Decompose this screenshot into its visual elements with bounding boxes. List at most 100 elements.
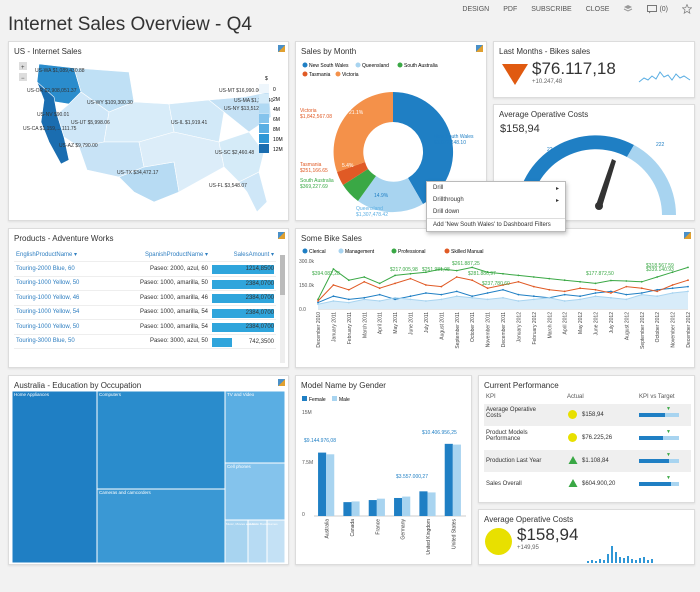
data-point[interactable] (517, 274, 520, 277)
data-point[interactable] (347, 298, 350, 301)
menu-item-drill-down[interactable]: Drill down (427, 206, 565, 218)
product-name[interactable]: Touring-3000 Blue, 50 (14, 334, 109, 349)
subscribe-link[interactable]: SUBSCRIBE (531, 5, 572, 13)
data-point[interactable] (332, 268, 335, 270)
data-point[interactable] (486, 292, 489, 294)
data-point[interactable] (671, 284, 674, 286)
donut-chart[interactable]: New South Wales Queensland South Austral… (296, 42, 487, 221)
data-point[interactable] (610, 292, 612, 294)
data-point[interactable] (640, 287, 643, 290)
data-point[interactable] (610, 279, 612, 282)
bar-male-france[interactable] (376, 498, 385, 516)
data-point[interactable] (455, 290, 458, 293)
table-row[interactable]: Touring-1000 Yellow, 50 Paseo: 1000, ama… (14, 319, 276, 335)
data-point[interactable] (532, 295, 535, 298)
table-row[interactable]: Touring-1000 Yellow, 54 Paseo: 1000, ama… (14, 305, 276, 320)
data-point[interactable] (687, 266, 689, 269)
table-row[interactable]: Touring-1000 Yellow, 46 Paseo: 1000, ama… (14, 290, 276, 306)
data-point[interactable] (687, 285, 689, 288)
data-point[interactable] (563, 290, 566, 293)
data-point[interactable] (455, 295, 458, 298)
column-header[interactable]: SalesAmount ▾ (210, 247, 276, 262)
menu-item-drillthrough[interactable]: Drillthrough ▸ (427, 194, 565, 206)
data-point[interactable] (610, 290, 612, 293)
data-point[interactable] (332, 284, 335, 286)
panel-menu-icon[interactable] (278, 379, 285, 386)
data-point[interactable] (594, 292, 597, 294)
data-point[interactable] (409, 295, 412, 298)
menu-item-drill[interactable]: Drill ▸ (427, 182, 565, 194)
data-point[interactable] (425, 284, 427, 286)
data-point[interactable] (610, 296, 612, 299)
panel-menu-icon[interactable] (278, 45, 285, 52)
data-point[interactable] (363, 276, 366, 278)
data-point[interactable] (502, 288, 504, 291)
data-point[interactable] (440, 285, 443, 288)
zoom-in-button[interactable] (19, 62, 27, 70)
donut-slice-nsw[interactable] (393, 91, 454, 204)
donut-slice-victoria[interactable] (333, 92, 393, 172)
data-point[interactable] (440, 268, 443, 270)
table-row[interactable]: Touring-3000 Blue, 50 Paseo: 3000, azul,… (14, 334, 276, 349)
data-point[interactable] (625, 298, 628, 301)
data-point[interactable] (317, 303, 319, 306)
data-point[interactable] (471, 266, 474, 269)
data-point[interactable] (687, 279, 689, 282)
data-point[interactable] (363, 280, 366, 283)
data-point[interactable] (640, 280, 643, 283)
data-point[interactable] (579, 280, 581, 283)
data-point[interactable] (471, 296, 474, 299)
data-point[interactable] (579, 298, 581, 301)
data-point[interactable] (579, 287, 581, 290)
data-point[interactable] (486, 287, 489, 290)
data-point[interactable] (502, 296, 504, 299)
data-point[interactable] (394, 298, 396, 301)
zoom-out-button[interactable] (19, 73, 27, 81)
data-point[interactable] (594, 288, 597, 291)
bar-female-australia[interactable] (318, 452, 327, 516)
bike-sales-chart[interactable]: Clerical Management Professional Skilled… (296, 229, 695, 368)
bar-female-united-kingdom[interactable] (419, 491, 428, 516)
data-point[interactable] (425, 300, 427, 302)
data-point[interactable] (455, 276, 458, 278)
data-point[interactable] (486, 271, 489, 274)
data-point[interactable] (425, 292, 427, 294)
data-point[interactable] (363, 298, 366, 301)
kpi-row[interactable]: Sales Overall $604.900,20 ▼ (484, 473, 691, 495)
data-point[interactable] (502, 284, 504, 286)
gender-bar-chart[interactable]: Female Male 15M 7.5M 0 Australia Canada Fr… (296, 376, 472, 565)
panel-menu-icon[interactable] (476, 45, 483, 52)
data-point[interactable] (409, 298, 412, 301)
comments-button[interactable]: (0) (647, 4, 668, 14)
data-point[interactable] (687, 290, 689, 293)
data-point[interactable] (378, 282, 381, 285)
bar-female-canada[interactable] (343, 502, 352, 516)
kpi-row[interactable]: Product Models Performance $76.225,26 ▼ (484, 427, 691, 449)
bar-female-united-states[interactable] (444, 443, 453, 516)
menu-item-add-filter[interactable]: Add 'New South Wales' to Dashboard Filte… (427, 218, 565, 231)
data-point[interactable] (548, 288, 551, 291)
data-point[interactable] (517, 280, 520, 283)
data-point[interactable] (656, 295, 659, 298)
design-link[interactable]: DESIGN (462, 5, 490, 13)
data-point[interactable] (640, 293, 643, 296)
bar-female-germany[interactable] (394, 497, 403, 516)
table-row[interactable]: Touring-1000 Yellow, 50 Paseo: 1000, ama… (14, 276, 276, 291)
data-point[interactable] (378, 300, 381, 302)
data-point[interactable] (625, 293, 628, 296)
data-point[interactable] (502, 272, 504, 275)
data-point[interactable] (671, 292, 674, 294)
data-point[interactable] (455, 269, 458, 272)
data-point[interactable] (378, 293, 381, 296)
data-point[interactable] (317, 301, 319, 304)
data-point[interactable] (394, 282, 396, 285)
data-point[interactable] (517, 300, 520, 302)
data-point[interactable] (671, 287, 674, 290)
data-point[interactable] (440, 298, 443, 301)
data-point[interactable] (440, 293, 443, 296)
data-point[interactable] (640, 292, 643, 294)
data-point[interactable] (486, 298, 489, 301)
data-point[interactable] (332, 295, 335, 298)
data-point[interactable] (594, 282, 597, 285)
data-point[interactable] (548, 296, 551, 299)
